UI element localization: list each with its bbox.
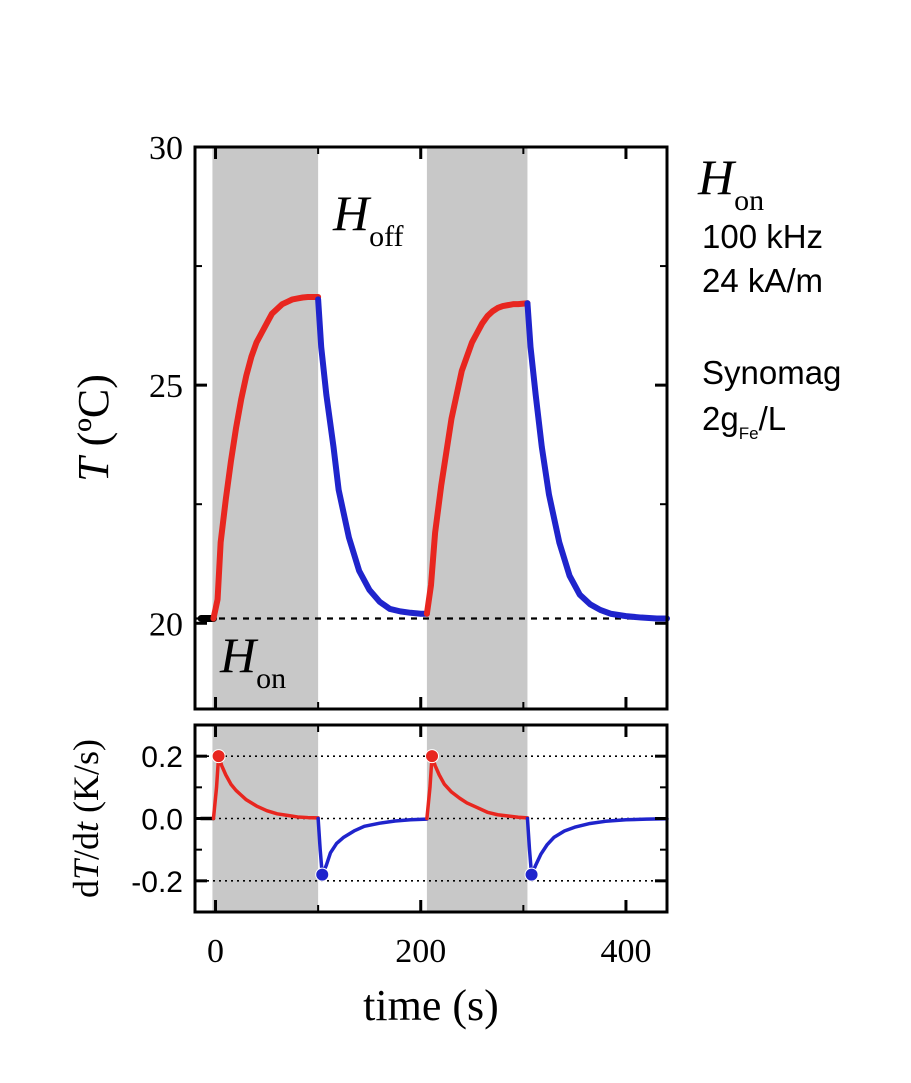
bottom-series-line	[525, 816, 669, 877]
top-series-line	[210, 294, 322, 622]
legend-field: 24 kA/m	[702, 262, 824, 299]
x-tick-label: 200	[395, 933, 446, 970]
bottom-panel: 0.2 0.0 -0.2 0 200 400 time (s) dT/dt (K/s)	[66, 723, 669, 1030]
legend-title-main: H	[698, 149, 735, 205]
legend-title: Hon	[698, 149, 764, 216]
x-axis-label: time (s)	[363, 981, 499, 1030]
top-y-tick-label: 30	[149, 130, 183, 167]
top-shaded-region	[212, 147, 319, 709]
x-tick-label: 0	[207, 933, 224, 970]
bottom-peak-marker	[315, 867, 330, 882]
bottom-peak-marker	[425, 749, 440, 764]
legend-material: Synomag	[702, 354, 842, 391]
bottom-y-tick-label: 0.0	[141, 804, 183, 837]
legend-title-sub: on	[734, 184, 765, 217]
top-series-line	[524, 300, 670, 622]
top-y-tick-label: 25	[149, 368, 183, 405]
bottom-y-tick-label: -0.2	[131, 866, 183, 899]
legend-frequency: 100 kHz	[702, 218, 824, 255]
bottom-series-line	[316, 816, 429, 877]
annotation-h-off: Hoff	[332, 185, 404, 253]
top-series-line	[423, 300, 531, 617]
x-tick-label: 400	[600, 933, 651, 970]
top-y-axis-label: T (ºC)	[69, 374, 118, 482]
legend-concentration: 2gFe/L	[702, 400, 787, 442]
top-plot-frame	[193, 145, 669, 711]
legend-concentration-value: 2g	[702, 400, 739, 437]
bottom-peak-marker	[524, 867, 539, 882]
top-shaded-region	[426, 147, 528, 709]
top-series-line	[315, 296, 430, 617]
legend-concentration-unit: /L	[758, 400, 787, 437]
top-y-tick-label: 20	[149, 606, 183, 643]
bottom-y-tick-label: 0.2	[141, 741, 183, 774]
bottom-peak-marker	[211, 749, 226, 764]
top-panel: 20 25 30 T (ºC) Hoff Hon	[69, 130, 670, 711]
annotation-h-on: Hon	[219, 627, 286, 695]
legend-concentration-sub: Fe	[738, 424, 759, 443]
bottom-y-axis-label: dT/dt (K/s)	[66, 739, 106, 898]
